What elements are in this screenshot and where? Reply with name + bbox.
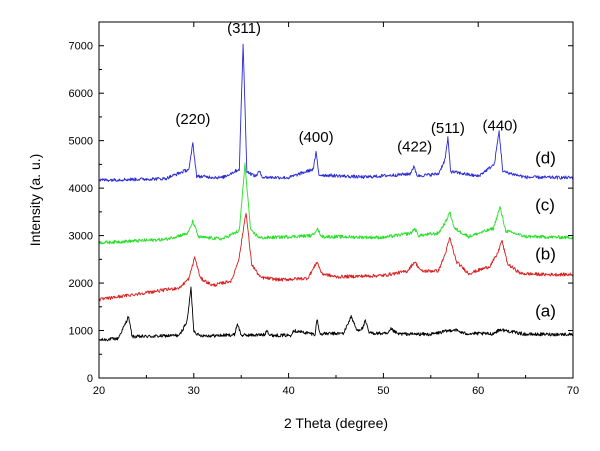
y-tick-label: 3000 (69, 231, 93, 243)
x-tick-label: 40 (282, 385, 294, 397)
series-layer (98, 43, 574, 342)
series-label-a: (a) (535, 301, 556, 320)
peak-label: (511) (431, 120, 465, 137)
peak-label: (400) (299, 129, 334, 146)
y-tick-label: 1000 (69, 326, 93, 338)
series-label-c: (c) (535, 195, 555, 214)
x-tick-label: 60 (472, 385, 484, 397)
series-line-a (98, 286, 574, 342)
series-line-c (98, 162, 574, 245)
y-tick-label: 4000 (69, 183, 93, 195)
y-tick-label: 0 (87, 373, 93, 385)
series-line-b (98, 212, 574, 302)
x-tick-label: 20 (93, 385, 105, 397)
peak-label: (311) (227, 20, 261, 37)
series-line-d (98, 43, 574, 182)
x-tick-label: 30 (188, 385, 200, 397)
x-tick-label: 70 (567, 385, 579, 397)
y-tick-label: 2000 (69, 278, 93, 290)
label-layer: (a) (b) (c) (d) (220) (311) (400) (422) (511) (44… (175, 20, 556, 320)
x-axis-title: 2 Theta (degree) (284, 415, 388, 431)
y-tick-label: 6000 (69, 88, 93, 100)
x-tick-label: 50 (377, 385, 389, 397)
y-axis-title: Intensity (a. u.) (27, 154, 43, 247)
plot-frame (98, 21, 574, 379)
peak-label: (220) (175, 111, 210, 128)
y-tick-label: 7000 (69, 41, 93, 53)
axes-layer: 20 30 40 50 60 70 0 1000 2000 3000 4000 5000 6000 700… (27, 21, 579, 431)
series-label-b: (b) (535, 244, 556, 263)
peak-label: (422) (397, 139, 432, 156)
peak-label: (440) (482, 118, 517, 135)
y-tick-label: 5000 (69, 136, 93, 148)
series-label-d: (d) (535, 148, 556, 167)
